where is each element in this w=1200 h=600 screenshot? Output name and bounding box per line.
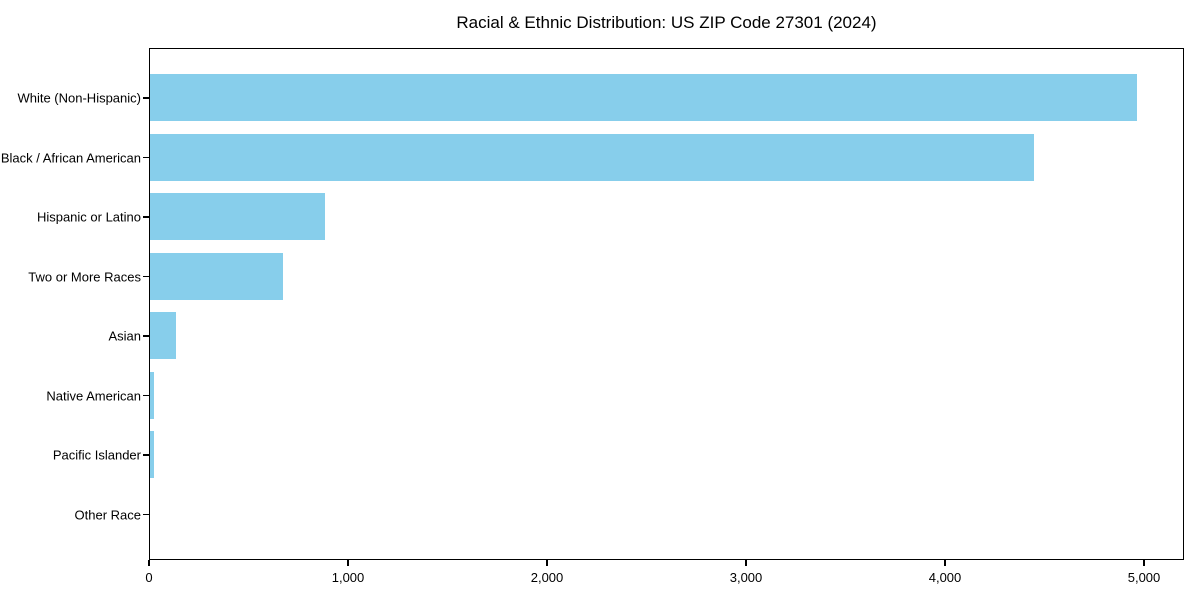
y-axis-label-native-american: Native American bbox=[46, 388, 141, 403]
y-tick-mark bbox=[143, 275, 149, 278]
x-axis-label-0: 0 bbox=[145, 570, 153, 585]
y-axis-label-black-african-american: Black / African American bbox=[0, 150, 141, 165]
x-tick-mark bbox=[745, 560, 747, 566]
x-axis-label-3000: 3,000 bbox=[729, 570, 763, 585]
y-axis-label-other-race: Other Race bbox=[74, 507, 141, 522]
x-axis-label-5000: 5,000 bbox=[1127, 570, 1161, 585]
y-axis-label-two-or-more-races: Two or More Races bbox=[28, 269, 141, 284]
x-tick-mark bbox=[1143, 560, 1145, 566]
x-tick-mark bbox=[944, 560, 946, 566]
y-tick-mark bbox=[143, 394, 149, 397]
bar-pacific-islander bbox=[150, 431, 154, 479]
y-tick-mark bbox=[143, 335, 149, 337]
plot-area bbox=[149, 48, 1184, 560]
y-axis-label-hispanic-or-latino: Hispanic or Latino bbox=[36, 209, 141, 225]
y-tick-mark bbox=[143, 454, 149, 456]
x-tick-mark bbox=[347, 560, 349, 566]
x-axis-label-4000: 4,000 bbox=[928, 570, 962, 585]
bar-asian bbox=[150, 312, 176, 360]
bar-two-or-more-races bbox=[150, 252, 284, 300]
y-tick-mark bbox=[143, 216, 149, 218]
x-axis-label-2000: 2,000 bbox=[530, 570, 564, 585]
bar-white-non-hispanic bbox=[150, 74, 1138, 122]
y-tick-mark bbox=[143, 513, 149, 516]
y-axis-label-asian: Asian bbox=[108, 328, 141, 344]
y-tick-mark bbox=[143, 156, 149, 159]
bar-black-african-american bbox=[150, 133, 1034, 181]
y-tick-mark bbox=[143, 97, 149, 99]
x-axis-label-1000: 1,000 bbox=[331, 570, 365, 585]
bar-native-american bbox=[150, 371, 154, 419]
y-axis-label-pacific-islander: Pacific Islander bbox=[52, 447, 141, 463]
y-axis-label-white-non-hispanic: White (Non-Hispanic) bbox=[17, 90, 141, 106]
chart-title: Racial & Ethnic Distribution: US ZIP Cod… bbox=[456, 13, 877, 32]
x-tick-mark bbox=[148, 560, 150, 566]
bar-hispanic-or-latino bbox=[150, 193, 326, 241]
x-tick-mark bbox=[546, 560, 548, 566]
